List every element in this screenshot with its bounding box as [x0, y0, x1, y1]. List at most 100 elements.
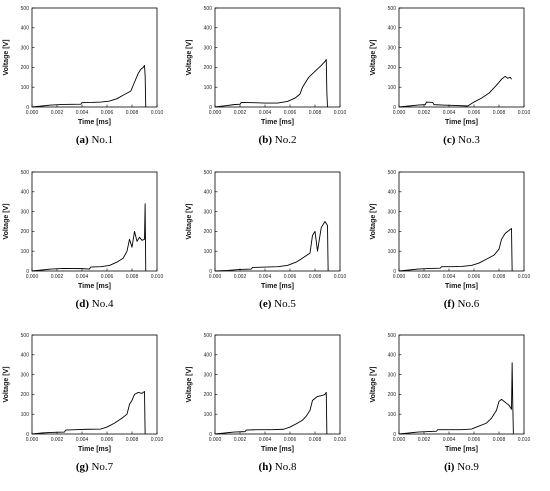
y-tick-label: 500	[388, 170, 397, 176]
plot-frame	[214, 334, 341, 435]
y-tick-label: 300	[21, 372, 30, 378]
x-axis-label: Time [ms]	[78, 446, 111, 453]
panel-caption: (h) No.8	[259, 461, 297, 473]
x-tick-label: 0.006	[284, 274, 297, 280]
y-tick-label: 400	[21, 26, 30, 32]
panel-caption-text: No.5	[271, 298, 296, 310]
x-tick-label: 0.004	[76, 110, 89, 116]
voltage-series-line	[31, 64, 147, 108]
plot-frame	[398, 171, 525, 272]
x-tick-label: 0.004	[259, 437, 272, 443]
x-tick-label: 0.002	[418, 274, 431, 280]
x-tick-label: 0.006	[468, 274, 481, 280]
plot-frame	[31, 334, 158, 435]
panel-caption: (d) No.4	[76, 298, 114, 310]
panel-caption-letter: (i)	[444, 461, 455, 473]
x-tick-label: 0.004	[259, 274, 272, 280]
y-tick-label: 0	[209, 105, 212, 111]
x-tick-label: 0.006	[101, 110, 114, 116]
panel-caption-text: No.4	[89, 298, 114, 310]
x-tick-label: 0.004	[443, 437, 456, 443]
x-tick-label: 0.006	[101, 437, 114, 443]
y-tick-label: 200	[204, 65, 213, 71]
x-tick-label: 0.008	[493, 110, 506, 116]
y-axis-label: Voltage [V]	[186, 366, 193, 402]
x-tick-label: 0.000	[393, 437, 406, 443]
panel-caption-text: No.8	[272, 461, 297, 473]
y-axis-label: Voltage [V]	[3, 39, 10, 75]
voltage-series-line	[398, 227, 513, 272]
y-axis-label: Voltage [V]	[370, 39, 377, 75]
voltage-series-line	[31, 203, 147, 272]
chart-panel-4: 0 100 200 300 400 500 0.000 0.002 0.004 0.006 0.00…	[3, 170, 163, 310]
panel-caption-letter: (g)	[76, 461, 89, 473]
panel-caption-text: No.1	[89, 134, 113, 146]
plot-frame	[31, 7, 158, 108]
x-tick-label: 0.010	[334, 437, 347, 443]
y-tick-label: 0	[393, 105, 396, 111]
x-axis-label: Time [ms]	[261, 119, 294, 126]
panel-caption-text: No.6	[455, 298, 480, 310]
plot-frame	[398, 334, 525, 435]
x-tick-label: 0.010	[151, 437, 164, 443]
y-tick-label: 0	[26, 432, 29, 438]
y-tick-label: 0	[26, 269, 29, 275]
x-tick-label: 0.002	[234, 110, 247, 116]
y-tick-label: 400	[204, 26, 213, 32]
x-axis-label: Time [ms]	[261, 283, 294, 290]
panel-caption: (f) No.6	[444, 298, 480, 310]
y-tick-label: 500	[204, 333, 213, 339]
panel-caption: (g) No.7	[76, 461, 114, 473]
y-tick-label: 100	[21, 85, 30, 91]
x-tick-label: 0.004	[76, 274, 89, 280]
y-tick-label: 200	[21, 65, 30, 71]
voltage-series-line	[398, 362, 514, 435]
y-tick-label: 400	[388, 26, 397, 32]
y-tick-label: 100	[204, 249, 213, 255]
x-tick-label: 0.002	[51, 437, 64, 443]
x-tick-label: 0.008	[309, 437, 322, 443]
panel-caption-text: No.9	[454, 461, 479, 473]
x-tick-label: 0.010	[151, 274, 164, 280]
x-tick-label: 0.010	[334, 110, 347, 116]
y-tick-label: 100	[388, 249, 397, 255]
x-tick-label: 0.000	[393, 274, 406, 280]
plot-frame	[214, 7, 341, 108]
y-tick-label: 0	[393, 432, 396, 438]
y-axis-label: Voltage [V]	[3, 203, 10, 239]
voltage-series-line	[31, 390, 146, 435]
x-tick-label: 0.000	[209, 437, 222, 443]
chart-panel-5: 0 100 200 300 400 500 0.000 0.002 0.004 0.006 0.00…	[186, 170, 346, 310]
y-tick-label: 500	[21, 333, 30, 339]
x-tick-label: 0.002	[234, 274, 247, 280]
y-tick-label: 500	[21, 170, 30, 176]
y-axis-label: Voltage [V]	[370, 203, 377, 239]
panel-caption: (e) No.5	[259, 298, 296, 310]
y-tick-label: 300	[204, 209, 213, 215]
panel-caption-text: No.2	[272, 134, 296, 146]
panel-caption: (c) No.3	[443, 134, 480, 146]
x-tick-label: 0.008	[126, 274, 139, 280]
y-tick-label: 100	[204, 412, 213, 418]
y-axis-label: Voltage [V]	[186, 203, 193, 239]
y-tick-label: 500	[21, 6, 30, 12]
x-tick-label: 0.010	[334, 274, 347, 280]
panel-caption: (a) No.1	[76, 134, 113, 146]
x-tick-label: 0.000	[26, 110, 39, 116]
x-tick-label: 0.008	[309, 274, 322, 280]
x-tick-label: 0.010	[518, 437, 531, 443]
x-tick-label: 0.002	[51, 110, 64, 116]
chart-panel-3: 0 100 200 300 400 500 0.000 0.002 0.004 0.006 0.00…	[370, 6, 530, 146]
panel-caption-letter: (f)	[444, 298, 455, 310]
y-axis-label: Voltage [V]	[370, 366, 377, 402]
panel-caption-text: No.3	[455, 134, 480, 146]
x-axis-label: Time [ms]	[445, 283, 478, 290]
y-tick-label: 100	[21, 249, 30, 255]
y-tick-label: 200	[21, 229, 30, 235]
plot-frame	[31, 171, 158, 272]
voltage-series-line	[398, 75, 512, 108]
y-tick-label: 0	[209, 269, 212, 275]
x-tick-label: 0.002	[234, 437, 247, 443]
panel-caption-letter: (b)	[259, 134, 273, 146]
